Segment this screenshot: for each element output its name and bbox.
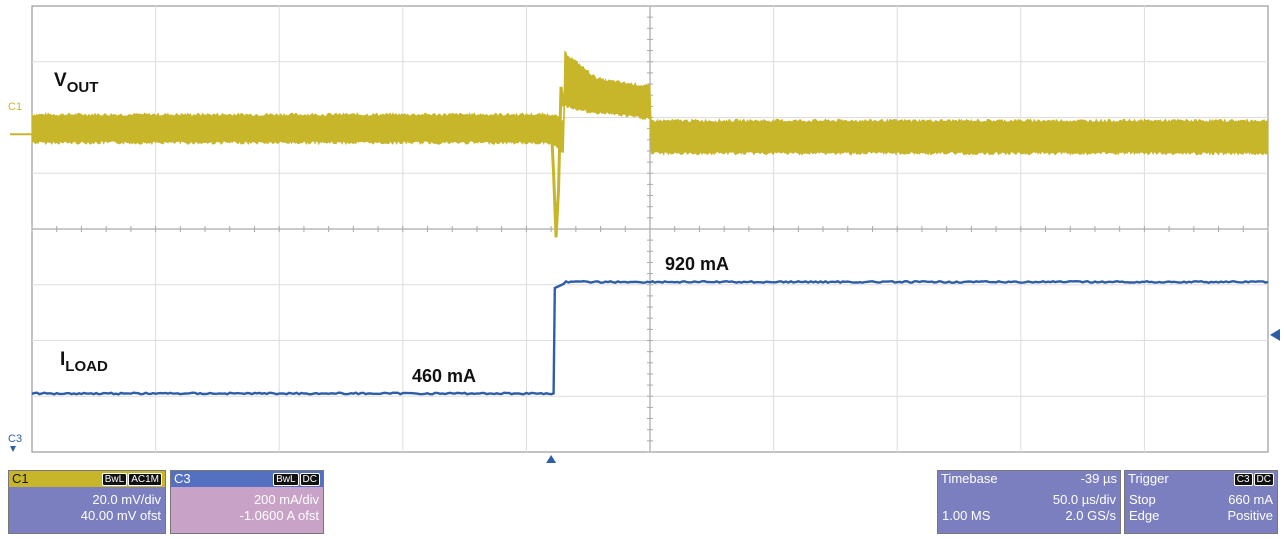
- c1-scale: 20.0 mV/div: [92, 492, 161, 507]
- timebase-panel[interactable]: Timebase -39 µs 50.0 µs/div 1.00 MS 2.0 …: [937, 470, 1121, 534]
- c3-badge-bwl: BwL: [273, 473, 299, 486]
- timebase-delay: -39 µs: [1080, 471, 1117, 486]
- trigger-badge-dc: DC: [1253, 473, 1274, 486]
- c3-panel-header: C3 BwL DC: [171, 471, 323, 487]
- trigger-level: 660 mA: [1228, 492, 1273, 507]
- c3-scale: 200 mA/div: [253, 492, 319, 507]
- grid: [31, 5, 1269, 453]
- c3-offset: -1.0600 A ofst: [239, 508, 319, 523]
- markers: [10, 133, 1280, 463]
- c3-panel-label: C3: [174, 471, 191, 486]
- trigger-row-1: Stop 660 mA: [1125, 492, 1277, 508]
- iload-label: ILOAD: [60, 349, 108, 375]
- c3-badge-dc: DC: [299, 473, 320, 486]
- c1-offset: 40.00 mV ofst: [80, 508, 161, 523]
- trigger-time-marker: [546, 455, 557, 463]
- oscilloscope-screen: VOUT ILOAD 460 mA 920 mA C1 C3: [8, 5, 1280, 463]
- vout-label-sub: OUT: [67, 79, 99, 96]
- c3-marker: C3: [8, 433, 22, 445]
- trigger-type: Edge: [1129, 508, 1160, 523]
- timebase-label: Timebase: [941, 471, 998, 486]
- vout-label-main: V: [54, 70, 67, 91]
- vout-trace: [31, 50, 1269, 156]
- timebase-rate-row: 1.00 MS 2.0 GS/s: [938, 508, 1120, 524]
- timebase-header: Timebase -39 µs: [938, 471, 1120, 487]
- iload-label-sub: LOAD: [65, 358, 108, 375]
- timebase-scale: 50.0 µs/div: [1052, 492, 1116, 507]
- c1-panel[interactable]: C1 BwL AC1M 20.0 mV/div 40.00 mV ofst: [8, 470, 166, 534]
- iload-trace: [31, 279, 1269, 396]
- c3-ground-marker: [10, 446, 16, 452]
- trigger-mode: Stop: [1129, 492, 1156, 507]
- timebase-samples: 1.00 MS: [942, 508, 991, 523]
- c1-panel-header: C1 BwL AC1M: [9, 471, 165, 487]
- c3-panel[interactable]: C3 BwL DC 200 mA/div -1.0600 A ofst: [170, 470, 324, 534]
- timebase-rate: 2.0 GS/s: [1065, 508, 1116, 523]
- c1-panel-label: C1: [12, 471, 29, 486]
- label-920ma: 920 mA: [665, 254, 729, 274]
- trigger-badge-c3: C3: [1233, 473, 1253, 486]
- label-460ma: 460 mA: [412, 366, 476, 386]
- vout-label: VOUT: [54, 70, 98, 96]
- iload-label-main: I: [60, 349, 65, 370]
- traces: [31, 50, 1269, 396]
- c1-marker: C1: [8, 101, 22, 113]
- trigger-row-2: Edge Positive: [1125, 508, 1277, 524]
- vout-spike: [549, 86, 565, 238]
- c1-badge-bwl: BwL: [101, 473, 128, 486]
- trigger-header: Trigger C3 DC: [1125, 471, 1277, 487]
- trigger-panel[interactable]: Trigger C3 DC Stop 660 mA Edge Positive: [1124, 470, 1278, 534]
- c1-badge-ac1m: AC1M: [128, 473, 162, 486]
- trigger-slope: Positive: [1227, 508, 1273, 523]
- trigger-label: Trigger: [1128, 471, 1169, 486]
- trigger-level-marker: [1270, 328, 1280, 341]
